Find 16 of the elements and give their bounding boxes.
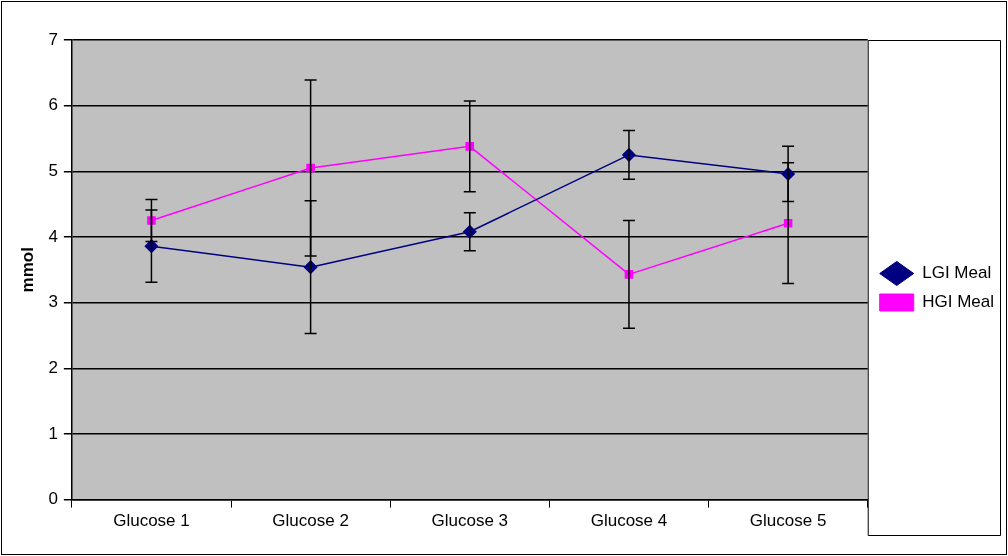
y-tick-label: 4 <box>48 226 58 246</box>
x-tick-label: Glucose 3 <box>431 511 509 531</box>
x-tick-label: Glucose 1 <box>113 511 190 531</box>
y-tick-label: 7 <box>48 29 58 49</box>
y-axis-title: mmol <box>17 247 37 293</box>
legend-label: LGI Meal <box>922 263 992 283</box>
y-tick-label: 2 <box>48 357 58 377</box>
y-tick-label: 0 <box>48 489 58 509</box>
y-tick-label: 5 <box>48 161 58 180</box>
legend-label: HGI Meal <box>922 292 994 312</box>
y-tick-label: 1 <box>48 423 58 443</box>
y-tick-label: 6 <box>48 95 58 115</box>
x-tick-label: Glucose 4 <box>590 511 668 531</box>
y-tick-label: 3 <box>48 292 58 312</box>
x-tick-label: Glucose 5 <box>749 511 827 531</box>
x-tick-label: Glucose 2 <box>272 511 349 531</box>
